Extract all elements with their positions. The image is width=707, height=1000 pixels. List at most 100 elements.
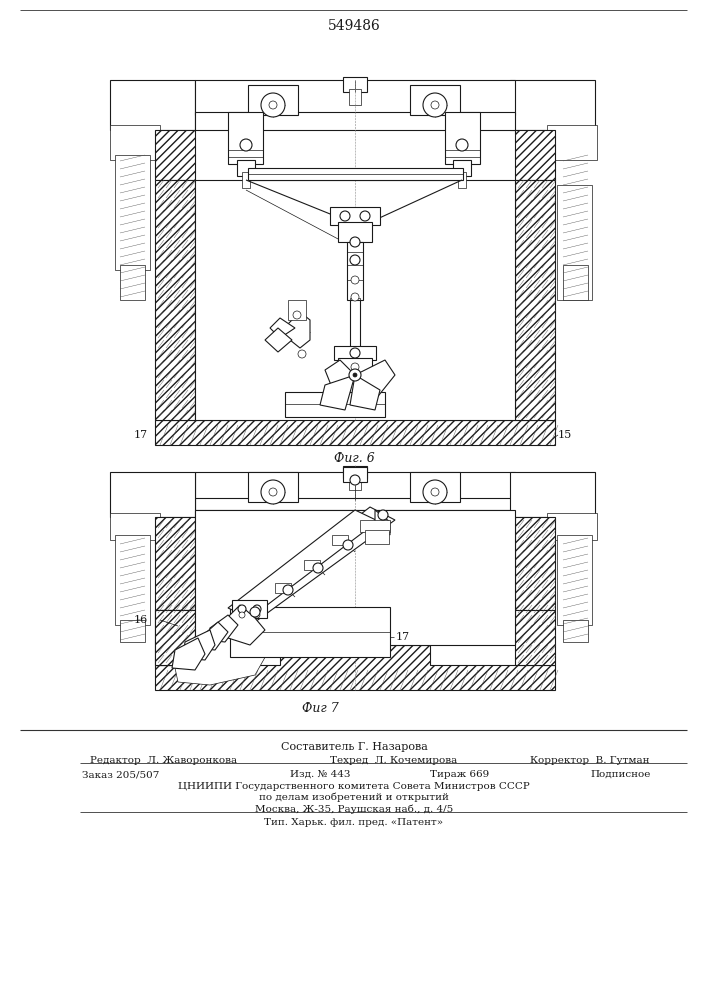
Circle shape xyxy=(238,605,246,613)
Polygon shape xyxy=(155,180,195,420)
Bar xyxy=(120,620,145,642)
Bar xyxy=(510,80,595,130)
Bar xyxy=(547,513,597,540)
Polygon shape xyxy=(355,360,395,400)
Circle shape xyxy=(343,540,353,550)
Circle shape xyxy=(431,101,439,109)
Circle shape xyxy=(269,101,277,109)
Text: ЦНИИПИ Государственного комитета Совета Министров СССР: ЦНИИПИ Государственного комитета Совета … xyxy=(178,782,530,791)
Polygon shape xyxy=(515,130,555,180)
Circle shape xyxy=(240,139,252,151)
Polygon shape xyxy=(175,620,272,685)
Bar xyxy=(563,265,588,300)
Circle shape xyxy=(350,255,360,265)
Polygon shape xyxy=(325,360,355,395)
Polygon shape xyxy=(515,517,555,610)
Bar xyxy=(228,112,263,164)
Polygon shape xyxy=(172,638,205,670)
Bar xyxy=(349,89,361,105)
Circle shape xyxy=(253,605,261,613)
Bar xyxy=(332,535,348,545)
Bar xyxy=(304,560,320,570)
Circle shape xyxy=(423,93,447,117)
Text: 15: 15 xyxy=(558,430,572,440)
Polygon shape xyxy=(375,510,390,535)
Circle shape xyxy=(313,563,323,573)
Circle shape xyxy=(351,276,359,284)
Text: Заказ 205/507: Заказ 205/507 xyxy=(82,770,159,779)
Text: Тираж 669: Тираж 669 xyxy=(430,770,489,779)
Circle shape xyxy=(350,475,360,485)
Circle shape xyxy=(298,350,306,358)
Bar xyxy=(195,472,515,502)
Circle shape xyxy=(269,488,277,496)
Bar xyxy=(338,222,372,242)
Text: Изд. № 443: Изд. № 443 xyxy=(290,770,351,779)
Bar xyxy=(547,125,597,160)
Bar xyxy=(248,472,298,502)
Text: 16: 16 xyxy=(134,615,148,625)
Bar xyxy=(557,185,592,300)
Bar xyxy=(458,172,466,188)
Bar xyxy=(248,85,298,115)
Polygon shape xyxy=(196,622,228,650)
Bar xyxy=(350,300,360,350)
Circle shape xyxy=(350,237,360,247)
Bar xyxy=(195,510,515,645)
Polygon shape xyxy=(515,610,555,665)
Bar xyxy=(110,472,195,517)
Bar xyxy=(563,620,588,642)
Bar xyxy=(445,112,480,164)
Bar xyxy=(557,535,592,625)
Circle shape xyxy=(293,311,301,319)
Bar xyxy=(350,298,360,320)
Bar xyxy=(195,80,515,115)
Text: Подписное: Подписное xyxy=(590,770,650,779)
Polygon shape xyxy=(320,375,355,410)
Bar xyxy=(343,466,367,478)
Bar xyxy=(248,168,463,180)
Text: 17: 17 xyxy=(396,632,410,642)
Polygon shape xyxy=(515,180,555,420)
Polygon shape xyxy=(155,400,555,445)
Bar xyxy=(410,85,460,115)
Text: 17: 17 xyxy=(134,430,148,440)
Bar xyxy=(285,392,385,417)
Polygon shape xyxy=(270,318,295,338)
Text: по делам изобретений и открытий: по делам изобретений и открытий xyxy=(259,793,449,802)
Circle shape xyxy=(360,211,370,221)
Bar xyxy=(237,160,255,176)
Text: Редактор  Л. Жаворонкова: Редактор Л. Жаворонкова xyxy=(90,756,237,765)
Bar xyxy=(343,77,367,92)
Bar xyxy=(120,265,145,300)
Polygon shape xyxy=(155,517,195,610)
Bar xyxy=(230,607,390,657)
Circle shape xyxy=(353,373,357,377)
Circle shape xyxy=(351,363,359,371)
Bar xyxy=(343,467,367,482)
Bar xyxy=(510,472,595,517)
Polygon shape xyxy=(155,645,555,690)
Bar xyxy=(110,125,160,160)
Circle shape xyxy=(261,480,285,504)
Bar xyxy=(347,242,363,300)
Bar xyxy=(410,472,460,502)
Bar xyxy=(275,583,291,593)
Circle shape xyxy=(283,585,293,595)
Polygon shape xyxy=(225,605,265,645)
Bar xyxy=(195,112,515,130)
Bar xyxy=(232,600,267,618)
Bar xyxy=(365,530,389,544)
Bar xyxy=(195,498,515,510)
Circle shape xyxy=(351,293,359,301)
Polygon shape xyxy=(235,507,395,622)
Bar xyxy=(115,155,150,270)
Circle shape xyxy=(254,612,260,618)
Circle shape xyxy=(456,139,468,151)
Circle shape xyxy=(250,607,260,617)
Text: Москва, Ж-35, Раушская наб., д. 4/5: Москва, Ж-35, Раушская наб., д. 4/5 xyxy=(255,804,453,814)
Bar xyxy=(330,207,380,225)
Circle shape xyxy=(350,348,360,358)
Circle shape xyxy=(378,510,388,520)
Polygon shape xyxy=(208,615,238,642)
